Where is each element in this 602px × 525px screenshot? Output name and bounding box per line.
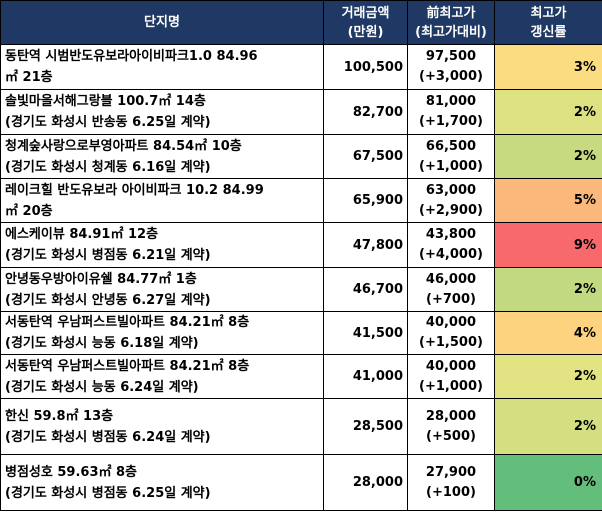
renewal-rate: 2% [494,267,602,312]
price-table: 단지명 거래금액 (만원) 前최고가 (최고가대비) 최고가 갱신률 동탄역 시… [0,0,602,511]
previous-high: 63,000 (+2,900) [407,178,495,223]
previous-high: 40,000 (+1,500) [407,311,495,355]
complex-name: 서동탄역 우남퍼스트빌아파트 84.21㎡ 8층 (경기도 화성시 능동 6.18… [0,311,324,355]
table-row: 병점성호 59.63㎡ 8층 (경기도 화성시 병점동 6.25일 계약) 28,0… [0,454,602,511]
complex-name: 청계숲사랑으로부영아파트 84.54㎡ 10층 (경기도 화성시 청계동 6.16… [0,134,324,179]
trade-amount: 41,000 [323,354,408,399]
trade-amount: 100,500 [323,44,408,90]
table-row: 안녕동우방아이유쉘 84.77㎡ 1층 (경기도 화성시 안녕동 6.27일 계약… [0,267,602,312]
trade-amount: 28,000 [323,454,408,511]
complex-name: 한신 59.8㎡ 13층 (경기도 화성시 병점동 6.24일 계약) [0,398,324,455]
header-prev-high: 前최고가 (최고가대비) [407,0,495,45]
table-row: 레이크힐 반도유보라 아이비파크 10.2 84.99 ㎡ 20층 65,900 63… [0,178,602,223]
table-row: 동탄역 시범반도유보라아이비파크1.0 84.96 ㎡ 21층 100,500 97,… [0,44,602,90]
renewal-rate: 0% [494,454,602,511]
trade-amount: 67,500 [323,134,408,179]
complex-name: 병점성호 59.63㎡ 8층 (경기도 화성시 병점동 6.25일 계약) [0,454,324,511]
header-name: 단지명 [0,0,324,45]
previous-high: 97,500 (+3,000) [407,44,495,90]
complex-name: 서동탄역 우남퍼스트빌아파트 84.21㎡ 8층 (경기도 화성시 능동 6.24… [0,354,324,399]
previous-high: 81,000 (+1,700) [407,89,495,135]
table-row: 한신 59.8㎡ 13층 (경기도 화성시 병점동 6.24일 계약) 28,500… [0,398,602,455]
renewal-rate: 9% [494,222,602,268]
table-row: 에스케이뷰 84.91㎡ 12층 (경기도 화성시 병점동 6.21일 계약) 47… [0,222,602,268]
trade-amount: 65,900 [323,178,408,223]
previous-high: 43,800 (+4,000) [407,222,495,268]
renewal-rate: 2% [494,354,602,399]
trade-amount: 28,500 [323,398,408,455]
renewal-rate: 2% [494,89,602,135]
previous-high: 66,500 (+1,000) [407,134,495,179]
complex-name: 에스케이뷰 84.91㎡ 12층 (경기도 화성시 병점동 6.21일 계약) [0,222,324,268]
header-rate: 최고가 갱신률 [494,0,602,45]
table-row: 서동탄역 우남퍼스트빌아파트 84.21㎡ 8층 (경기도 화성시 능동 6.18… [0,311,602,355]
previous-high: 27,900 (+100) [407,454,495,511]
complex-name: 솔빛마을서해그랑블 100.7㎡ 14층 (경기도 화성시 반송동 6.25일 계… [0,89,324,135]
header-row: 단지명 거래금액 (만원) 前최고가 (최고가대비) 최고가 갱신률 [0,0,602,45]
renewal-rate: 2% [494,398,602,455]
complex-name: 레이크힐 반도유보라 아이비파크 10.2 84.99 ㎡ 20층 [0,178,324,223]
renewal-rate: 2% [494,134,602,179]
renewal-rate: 4% [494,311,602,355]
previous-high: 40,000 (+1,000) [407,354,495,399]
header-amount: 거래금액 (만원) [323,0,408,45]
table-row: 청계숲사랑으로부영아파트 84.54㎡ 10층 (경기도 화성시 청계동 6.16… [0,134,602,179]
renewal-rate: 3% [494,44,602,90]
previous-high: 46,000 (+700) [407,267,495,312]
renewal-rate: 5% [494,178,602,223]
trade-amount: 47,800 [323,222,408,268]
table-row: 솔빛마을서해그랑블 100.7㎡ 14층 (경기도 화성시 반송동 6.25일 계… [0,89,602,135]
complex-name: 안녕동우방아이유쉘 84.77㎡ 1층 (경기도 화성시 안녕동 6.27일 계약… [0,267,324,312]
trade-amount: 41,500 [323,311,408,355]
trade-amount: 82,700 [323,89,408,135]
previous-high: 28,000 (+500) [407,398,495,455]
complex-name: 동탄역 시범반도유보라아이비파크1.0 84.96 ㎡ 21층 [0,44,324,90]
trade-amount: 46,700 [323,267,408,312]
table-row: 서동탄역 우남퍼스트빌아파트 84.21㎡ 8층 (경기도 화성시 능동 6.24… [0,354,602,399]
